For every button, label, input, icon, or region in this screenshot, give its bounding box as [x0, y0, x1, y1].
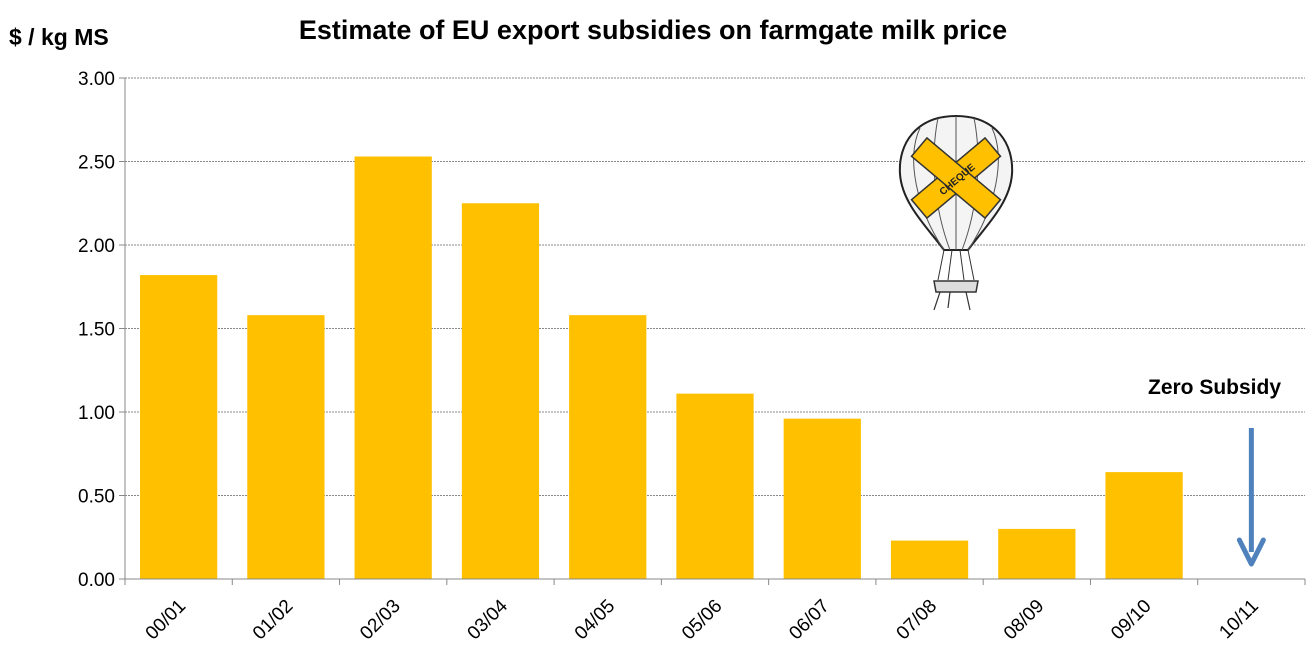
y-tick-label: 0.00	[78, 570, 115, 591]
y-tick-label: 2.50	[78, 153, 115, 174]
bar	[890, 540, 969, 579]
bar	[354, 156, 432, 580]
bar	[140, 275, 218, 579]
bars	[140, 156, 1183, 580]
bar	[247, 315, 325, 579]
x-tick-label: 07/08	[893, 596, 941, 644]
y-tick-label: 2.00	[78, 236, 115, 257]
x-tick-label: 10/11	[1215, 596, 1262, 643]
bar	[676, 393, 754, 579]
y-tick-label: 1.00	[78, 403, 115, 424]
bar	[1105, 472, 1183, 579]
chart-title: Estimate of EU export subsidies on farmg…	[299, 15, 1007, 45]
x-tick-label: 08/09	[1000, 596, 1048, 644]
y-tick-label: 0.50	[78, 487, 115, 508]
bar	[569, 315, 647, 579]
x-tick-label: 02/03	[356, 596, 404, 644]
y-axis-label: $ / kg MS	[9, 24, 109, 50]
zero-subsidy-annotation: Zero Subsidy	[1148, 376, 1281, 399]
y-tick-label: 1.50	[78, 320, 115, 341]
bar	[461, 203, 540, 579]
down-arrow-icon	[1236, 428, 1266, 567]
x-tick-label: 04/05	[571, 596, 619, 644]
x-tick-label: 09/10	[1107, 596, 1155, 644]
x-tick-labels: 00/01 01/02 02/03 03/04 04/05 05/06 06/07 07/08…	[142, 595, 1263, 644]
x-tick-label: 00/01	[142, 596, 190, 644]
y-tick-label: 3.00	[78, 69, 115, 90]
x-tick-label: 01/02	[249, 596, 297, 644]
x-tick-label: 06/07	[785, 596, 833, 644]
bar	[783, 418, 861, 579]
y-tick-labels: 0.00 0.50 1.00 1.50 2.00 2.50 3.00	[78, 69, 115, 591]
x-tick-label: 05/06	[678, 596, 726, 644]
cheque-balloon-icon: CHEQUE	[898, 114, 1014, 311]
x-tick-label: 03/04	[464, 595, 513, 644]
bar	[998, 528, 1076, 579]
arrow-head	[1236, 537, 1266, 567]
axes	[124, 78, 1306, 585]
